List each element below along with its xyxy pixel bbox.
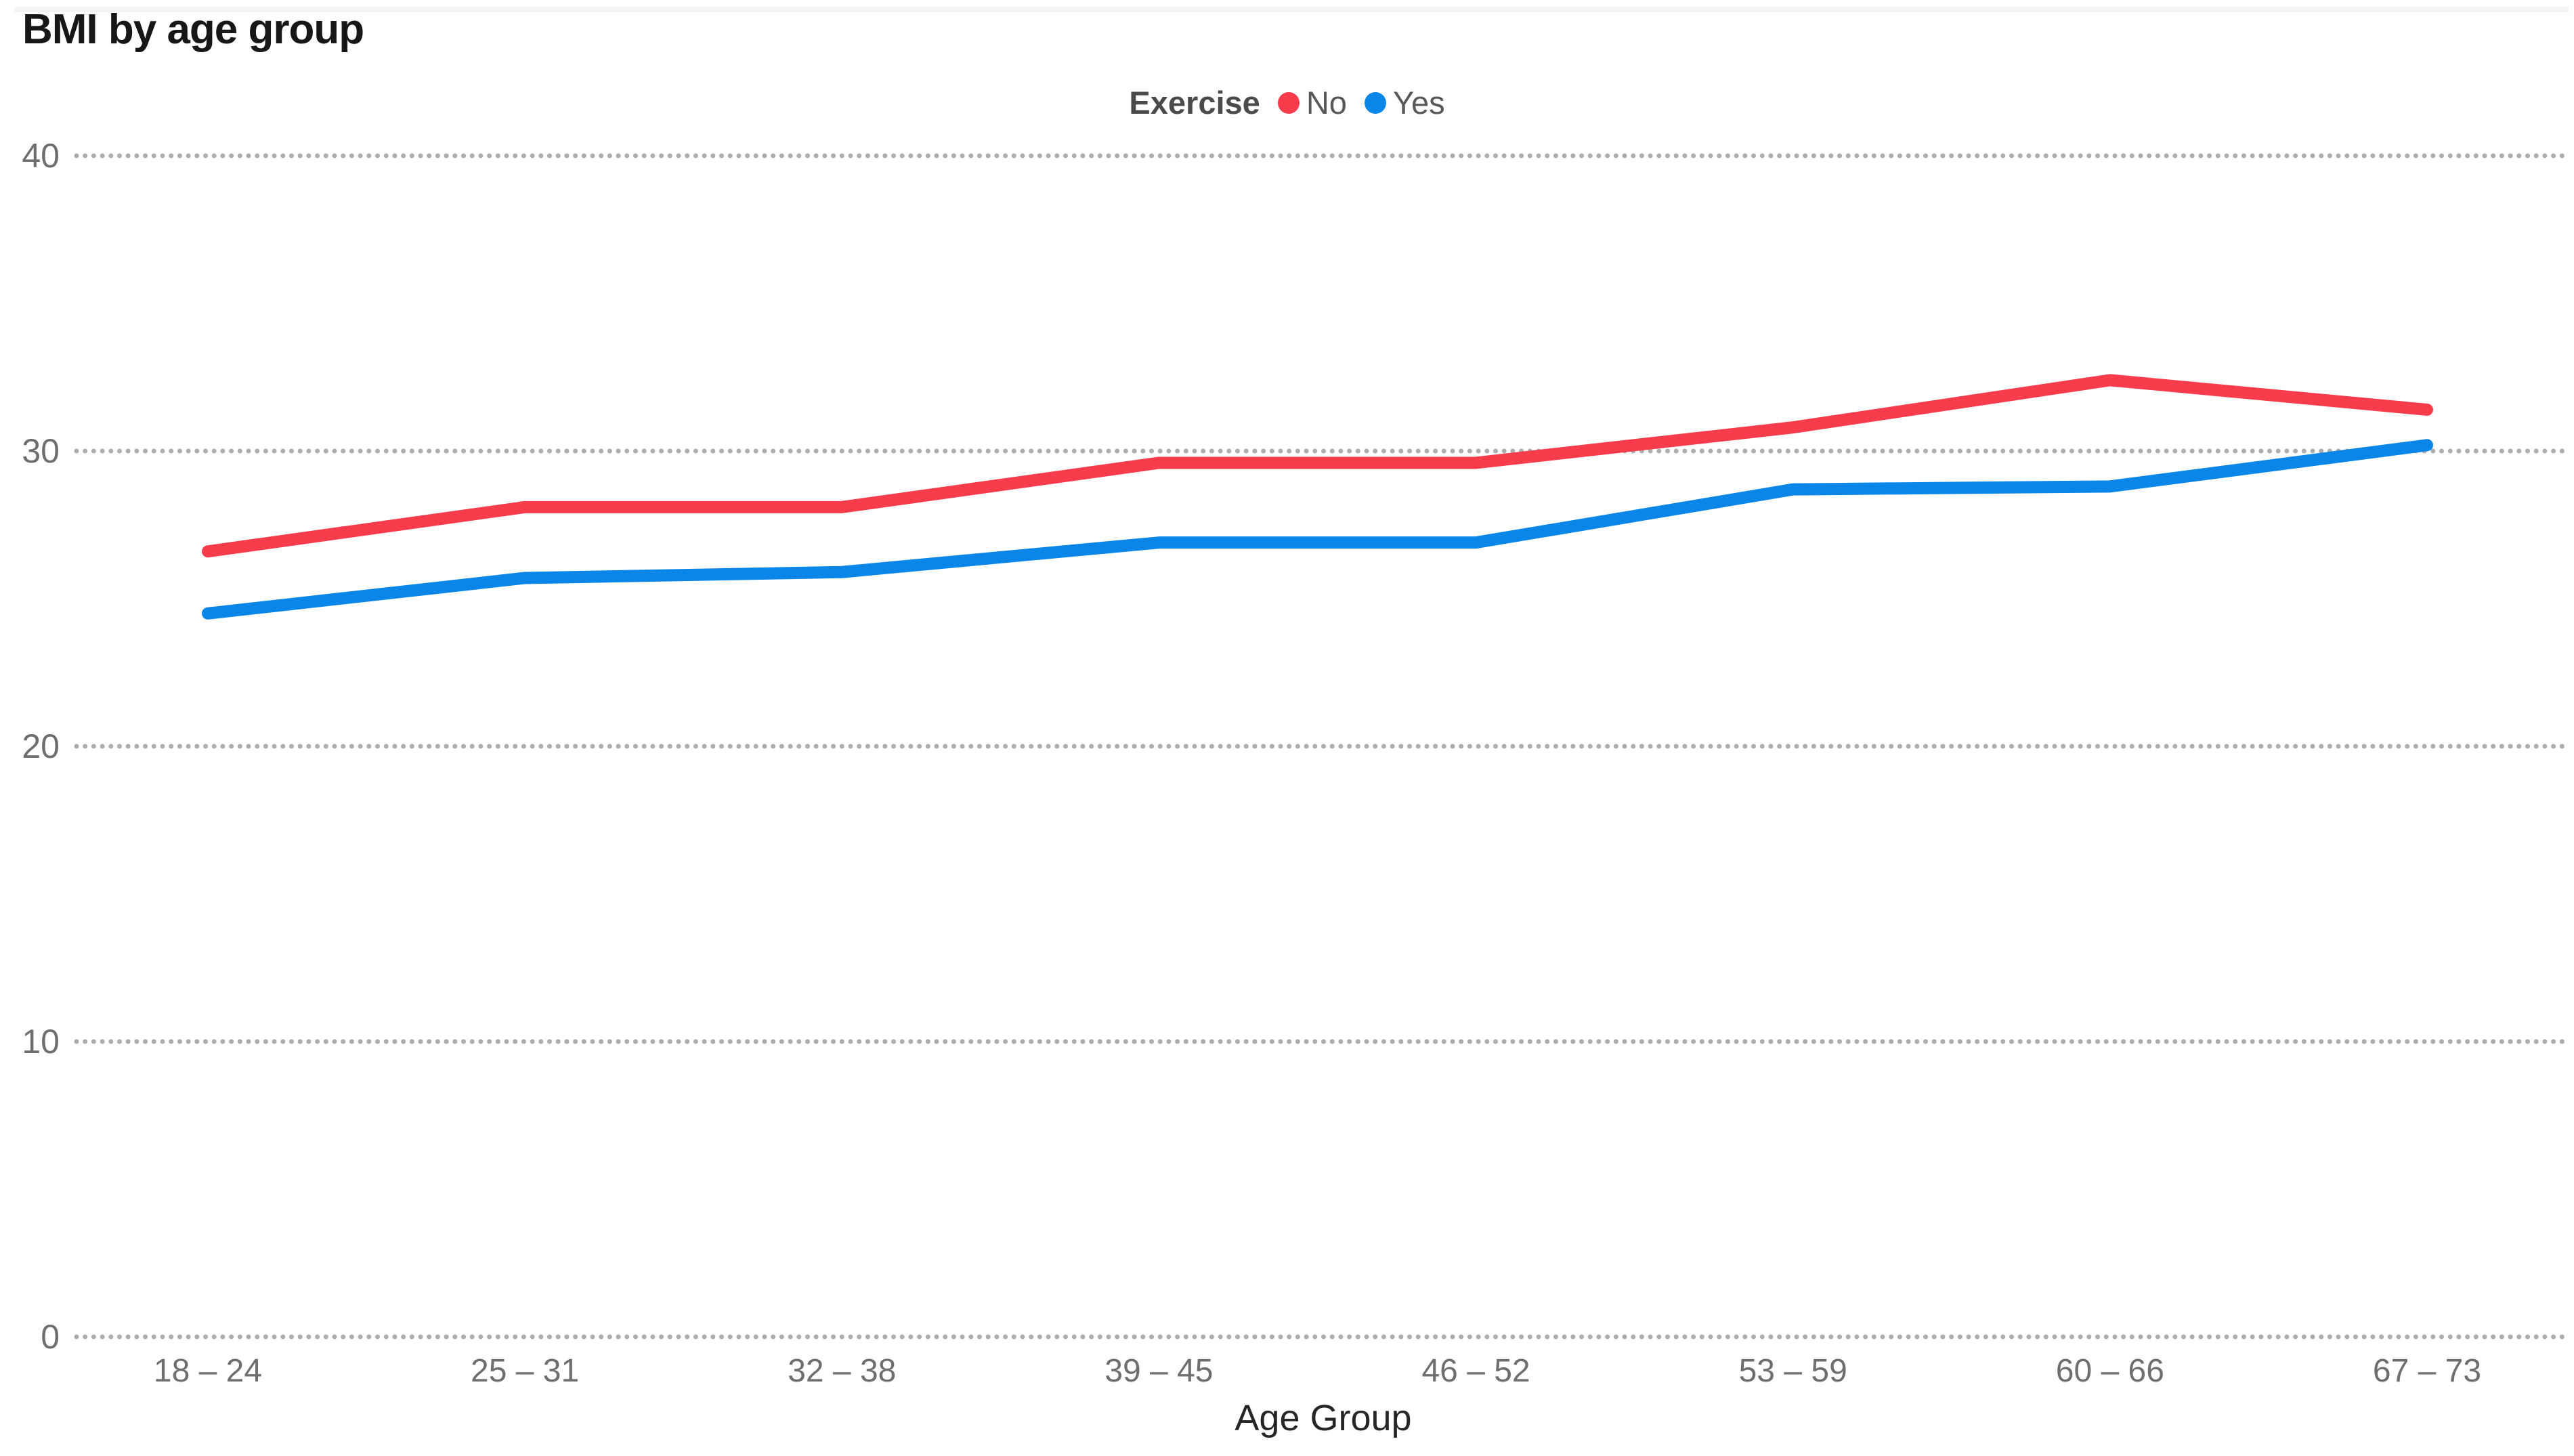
- x-tick-label: 18 – 24: [154, 1353, 262, 1389]
- x-tick-label: 53 – 59: [1739, 1353, 1847, 1389]
- y-tick-label: 40: [22, 137, 60, 175]
- legend-label-no: No: [1306, 85, 1347, 121]
- series-line-no: [202, 374, 2433, 558]
- x-tick-label: 32 – 38: [788, 1353, 896, 1389]
- x-axis-title: Age Group: [1235, 1398, 1411, 1438]
- legend-item-no: No: [1277, 84, 1347, 121]
- legend-title: Exercise: [1129, 85, 1260, 121]
- x-tick-label: 39 – 45: [1104, 1353, 1213, 1389]
- y-tick-label: 0: [41, 1318, 60, 1356]
- legend: Exercise No Yes: [0, 84, 2574, 121]
- legend-item-yes: Yes: [1364, 84, 1445, 121]
- top-edge-strip: [15, 7, 2569, 12]
- x-tick-label: 60 – 66: [2056, 1353, 2164, 1389]
- y-tick-label: 30: [22, 432, 60, 470]
- x-tick-label: 25 – 31: [471, 1353, 579, 1389]
- legend-label-yes: Yes: [1392, 85, 1445, 121]
- x-tick-label: 46 – 52: [1421, 1353, 1530, 1389]
- chart-title: BMI by age group: [22, 6, 364, 53]
- legend-swatch-yes-icon: [1364, 91, 1386, 114]
- legend-swatch-no-icon: [1277, 91, 1300, 114]
- series-line-yes: [202, 439, 2433, 620]
- y-tick-label: 20: [22, 727, 60, 765]
- x-tick-label: 67 – 73: [2373, 1353, 2481, 1389]
- y-tick-label: 10: [22, 1023, 60, 1061]
